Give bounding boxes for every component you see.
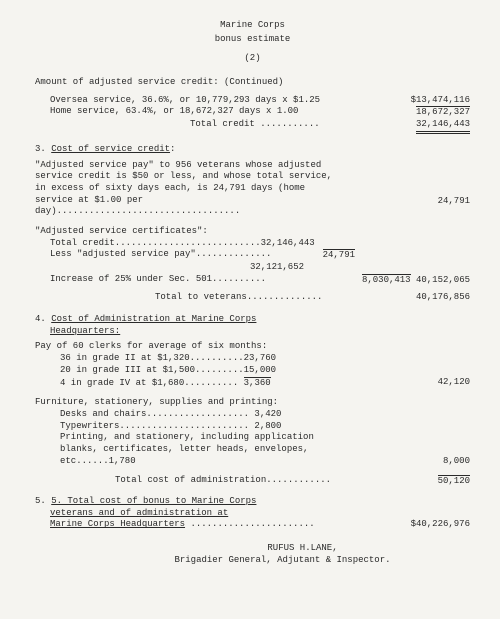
section5-line2: veterans and of administration at <box>50 508 228 518</box>
home-service-row: Home service, 63.4%, or 18,672,327 days … <box>50 106 470 119</box>
increase-label: Increase of 25% under Sec. 501.......... <box>50 274 266 287</box>
continued-heading: Amount of adjusted service credit: (Cont… <box>35 77 470 89</box>
clerk-grade-2: 36 in grade II at $1,320..........23,760 <box>35 353 470 365</box>
printing-text: Printing, and stationery, including appl… <box>60 432 320 467</box>
adjusted-pay-value: 24,791 <box>438 196 470 208</box>
home-value: 18,672,327 <box>416 106 470 119</box>
oversea-value: $13,474,116 <box>411 95 470 107</box>
increase-row: Increase of 25% under Sec. 501..........… <box>35 274 470 287</box>
section5-row: 5. 5. Total cost of bonus to Marine Corp… <box>35 496 470 531</box>
total-admin-value: 50,120 <box>438 475 470 488</box>
total-credit-value: 32,146,443 <box>416 119 470 134</box>
less-adj-value: 24,791 <box>323 249 355 262</box>
signature-title: Brigadier General, Adjutant & Inspector. <box>95 555 470 567</box>
section5-value: $40,226,976 <box>411 519 470 531</box>
cert-title: "Adjusted service certificates": <box>35 226 470 238</box>
total-vets-value: 40,176,856 <box>416 292 470 304</box>
total-veterans-row: Total to veterans.............. 40,176,8… <box>35 292 470 304</box>
doc-subtitle: bonus estimate <box>35 34 470 46</box>
total-admin-row: Total cost of administration............… <box>35 475 470 488</box>
doc-title: Marine Corps <box>35 20 470 32</box>
section3-title-text: Cost of service credit <box>51 144 170 154</box>
less-adj-label: Less "adjusted service pay".............… <box>50 249 271 262</box>
cert-subtotal: 32,121,652 <box>35 262 470 274</box>
section5-line3: Marine Corps Headquarters <box>50 519 185 529</box>
increase-value: 8,030,413 <box>362 274 411 287</box>
clerk-grade-4-row: 4 in grade IV at $1,680.......... 3,360 … <box>35 377 470 390</box>
printing-row: Printing, and stationery, including appl… <box>35 432 470 467</box>
total-vets-label: Total to veterans.............. <box>155 292 322 304</box>
adjusted-pay-para: "Adjusted service pay" to 956 veterans w… <box>35 160 470 218</box>
clerk-grade-4-val: 3,360 <box>244 377 271 390</box>
clerk-grade-4: 4 in grade IV at $1,680.......... <box>60 378 238 388</box>
cert-total-credit: Total credit...........................3… <box>35 238 470 250</box>
page-number: (2) <box>35 53 470 65</box>
signature-name: RUFUS H.LANE, <box>135 543 470 555</box>
section4-title: 4. Cost of Administration at Marine Corp… <box>35 314 470 337</box>
furniture-total: 8,000 <box>443 456 470 468</box>
section3-title: 3. Cost of service credit: <box>35 144 470 156</box>
home-label: Home service, 63.4%, or 18,672,327 days … <box>50 106 298 119</box>
adjusted-pay-text: "Adjusted service pay" to 956 veterans w… <box>35 160 335 218</box>
section4-title-text2: Headquarters: <box>50 326 120 336</box>
section5-dots: ....................... <box>190 519 314 529</box>
total-admin-label: Total cost of administration............ <box>115 475 331 488</box>
section5-line1: 5. Total cost of bonus to Marine Corps <box>51 496 256 506</box>
oversea-label: Oversea service, 36.6%, or 10,779,293 da… <box>50 95 320 107</box>
section4-title-text1: Cost of Administration at Marine Corps <box>51 314 256 324</box>
pay-intro: Pay of 60 clerks for average of six mont… <box>35 341 470 353</box>
desks-chairs: Desks and chairs................... 3,42… <box>35 409 470 421</box>
total-credit-label: Total credit ........... <box>50 119 320 134</box>
typewriters: Typewriters........................ 2,80… <box>35 421 470 433</box>
clerk-total: 42,120 <box>438 377 470 390</box>
total-credit-row: Total credit ........... 32,146,443 <box>50 119 470 134</box>
cert-less-adj: Less "adjusted service pay".............… <box>35 249 470 262</box>
increase-total: 40,152,065 <box>416 275 470 285</box>
oversea-service-row: Oversea service, 36.6%, or 10,779,293 da… <box>50 95 470 107</box>
clerk-grade-3: 20 in grade III at $1,500.........15,000 <box>35 365 470 377</box>
furniture-title: Furniture, stationery, supplies and prin… <box>35 397 285 409</box>
